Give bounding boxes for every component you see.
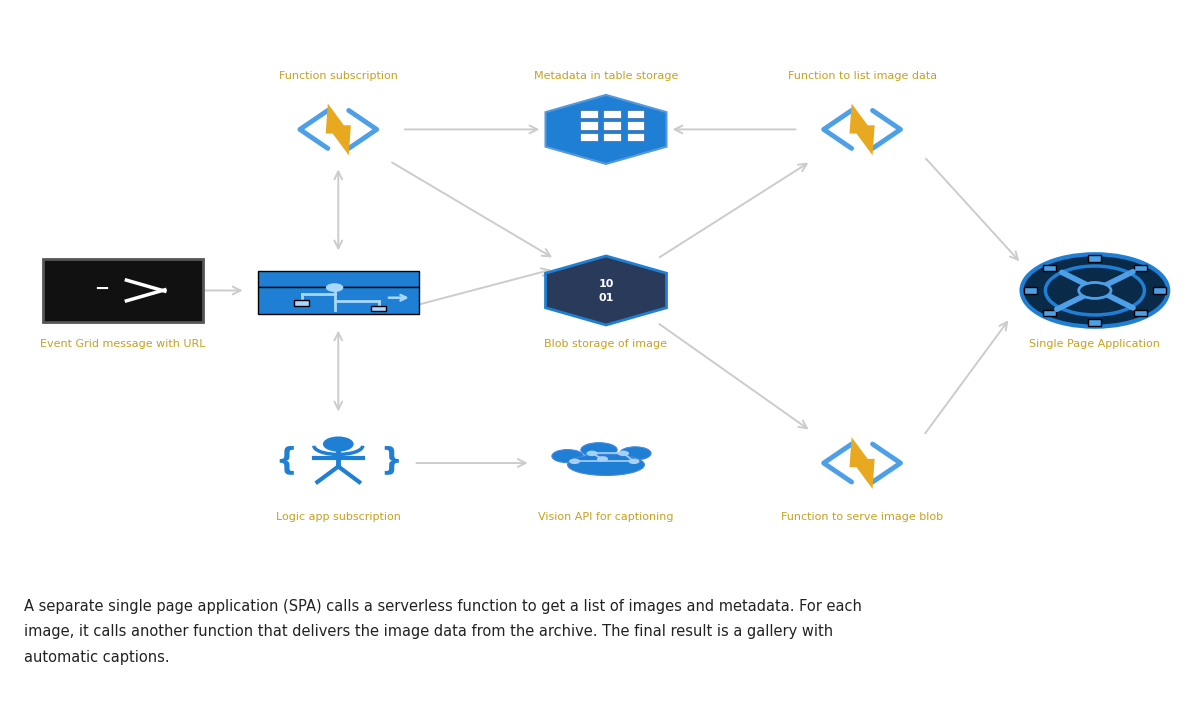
Polygon shape — [546, 95, 666, 164]
FancyBboxPatch shape — [294, 301, 308, 306]
Circle shape — [618, 451, 629, 456]
Circle shape — [569, 459, 580, 464]
Text: Logic app subscription: Logic app subscription — [276, 512, 401, 522]
Text: Metadata in table storage: Metadata in table storage — [534, 70, 678, 81]
FancyBboxPatch shape — [371, 306, 386, 311]
FancyBboxPatch shape — [580, 122, 598, 130]
Text: Vision API for captioning: Vision API for captioning — [539, 512, 673, 522]
Text: A separate single page application (SPA) calls a serverless function to get a li: A separate single page application (SPA)… — [24, 599, 862, 664]
Text: {: { — [275, 445, 296, 474]
Text: Function to list image data: Function to list image data — [787, 70, 937, 81]
FancyBboxPatch shape — [580, 133, 598, 142]
Text: Blob storage of image: Blob storage of image — [545, 339, 667, 349]
Text: }: } — [380, 445, 402, 474]
Ellipse shape — [581, 443, 617, 457]
Text: Function subscription: Function subscription — [278, 70, 397, 81]
FancyBboxPatch shape — [626, 110, 644, 119]
FancyBboxPatch shape — [626, 122, 644, 130]
FancyBboxPatch shape — [1043, 265, 1056, 271]
Circle shape — [1079, 283, 1111, 298]
FancyBboxPatch shape — [604, 133, 620, 142]
Polygon shape — [850, 437, 875, 489]
FancyBboxPatch shape — [626, 133, 644, 142]
Ellipse shape — [568, 454, 644, 475]
FancyBboxPatch shape — [580, 110, 598, 119]
FancyBboxPatch shape — [43, 260, 203, 321]
FancyBboxPatch shape — [1134, 265, 1147, 271]
Circle shape — [629, 459, 640, 464]
Ellipse shape — [619, 446, 652, 460]
FancyBboxPatch shape — [258, 270, 419, 287]
Text: −: − — [95, 280, 109, 298]
Circle shape — [1021, 255, 1169, 326]
Circle shape — [587, 451, 598, 456]
Circle shape — [323, 436, 354, 452]
FancyBboxPatch shape — [258, 287, 419, 314]
Polygon shape — [546, 256, 666, 325]
FancyBboxPatch shape — [1043, 310, 1056, 316]
Text: Function to serve image blob: Function to serve image blob — [781, 512, 943, 522]
FancyBboxPatch shape — [604, 110, 620, 119]
FancyBboxPatch shape — [1088, 319, 1102, 326]
Circle shape — [326, 283, 343, 292]
FancyBboxPatch shape — [1153, 287, 1166, 294]
Text: 01: 01 — [599, 293, 613, 303]
Text: 10: 10 — [599, 279, 613, 289]
FancyBboxPatch shape — [1024, 287, 1037, 294]
Circle shape — [596, 456, 608, 462]
Text: Single Page Application: Single Page Application — [1030, 339, 1160, 349]
FancyBboxPatch shape — [1134, 310, 1147, 316]
Ellipse shape — [552, 449, 583, 463]
FancyBboxPatch shape — [604, 122, 620, 130]
Polygon shape — [325, 104, 350, 155]
Polygon shape — [850, 104, 875, 155]
FancyBboxPatch shape — [1088, 255, 1102, 262]
Text: Event Grid message with URL: Event Grid message with URL — [40, 339, 205, 349]
